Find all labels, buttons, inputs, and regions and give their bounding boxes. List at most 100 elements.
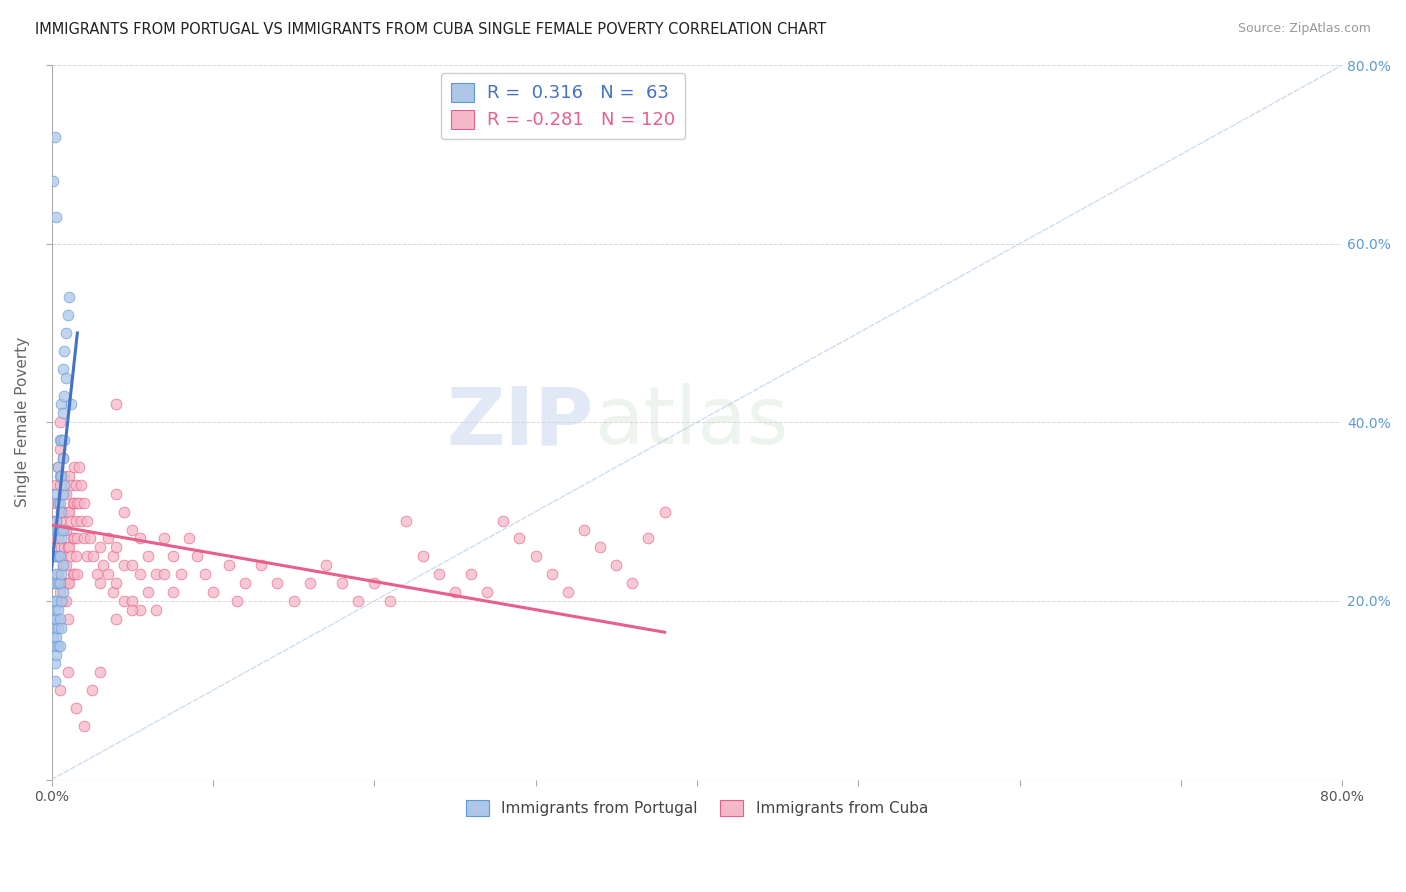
Point [412, 549, 434, 564]
Point [66, 496, 89, 510]
Point [330, 576, 353, 591]
Point [46, 460, 69, 475]
Point [42, 174, 65, 188]
Point [48, 576, 70, 591]
Point [51, 397, 73, 411]
Point [363, 576, 385, 591]
Point [53, 541, 76, 555]
Point [42, 514, 65, 528]
Point [444, 585, 467, 599]
Point [112, 594, 135, 608]
Point [59, 549, 82, 564]
Point [48, 434, 70, 448]
Point [55, 558, 77, 573]
Point [45, 549, 67, 564]
Point [621, 576, 644, 591]
Point [45, 648, 67, 662]
Point [48, 469, 70, 483]
Point [572, 523, 595, 537]
Point [53, 505, 76, 519]
Point [48, 514, 70, 528]
Text: IMMIGRANTS FROM PORTUGAL VS IMMIGRANTS FROM CUBA SINGLE FEMALE POVERTY CORRELATI: IMMIGRANTS FROM PORTUGAL VS IMMIGRANTS F… [35, 22, 827, 37]
Point [73, 532, 96, 546]
Point [55, 487, 77, 501]
Point [62, 496, 84, 510]
Point [73, 496, 96, 510]
Point [73, 719, 96, 733]
Point [55, 370, 77, 384]
Point [105, 612, 128, 626]
Point [460, 567, 482, 582]
Point [44, 621, 66, 635]
Point [45, 594, 67, 608]
Point [66, 567, 89, 582]
Point [44, 576, 66, 591]
Point [52, 487, 75, 501]
Point [48, 478, 70, 492]
Point [105, 541, 128, 555]
Point [51, 576, 73, 591]
Point [89, 665, 111, 680]
Point [48, 585, 70, 599]
Point [48, 442, 70, 457]
Point [63, 532, 86, 546]
Point [186, 549, 208, 564]
Point [121, 594, 143, 608]
Point [162, 585, 184, 599]
Point [53, 576, 76, 591]
Point [56, 505, 79, 519]
Point [129, 603, 152, 617]
Point [58, 469, 80, 483]
Point [48, 639, 70, 653]
Point [52, 558, 75, 573]
Point [112, 505, 135, 519]
Point [51, 469, 73, 483]
Legend: Immigrants from Portugal, Immigrants from Cuba: Immigrants from Portugal, Immigrants fro… [457, 790, 936, 826]
Point [48, 415, 70, 429]
Point [233, 576, 256, 591]
Point [44, 549, 66, 564]
Point [59, 478, 82, 492]
Point [121, 558, 143, 573]
Point [101, 585, 124, 599]
Point [51, 505, 73, 519]
Point [194, 567, 217, 582]
Point [201, 585, 224, 599]
Point [226, 594, 249, 608]
Point [65, 701, 87, 715]
Point [59, 514, 82, 528]
Point [56, 576, 79, 591]
Point [52, 361, 75, 376]
Point [427, 567, 450, 582]
Point [112, 558, 135, 573]
Point [63, 460, 86, 475]
Point [56, 541, 79, 555]
Point [45, 630, 67, 644]
Point [65, 478, 87, 492]
Point [169, 567, 191, 582]
Point [557, 585, 579, 599]
Point [44, 523, 66, 537]
Point [45, 478, 67, 492]
Point [395, 514, 418, 528]
Point [347, 594, 370, 608]
Point [136, 549, 159, 564]
Point [44, 639, 66, 653]
Point [121, 603, 143, 617]
Point [105, 576, 128, 591]
Point [58, 541, 80, 555]
Point [76, 549, 98, 564]
Point [55, 326, 77, 340]
Point [97, 567, 120, 582]
Point [52, 523, 75, 537]
Point [46, 460, 69, 475]
Point [45, 514, 67, 528]
Point [44, 496, 66, 510]
Point [145, 567, 167, 582]
Point [48, 612, 70, 626]
Point [56, 612, 79, 626]
Point [52, 451, 75, 466]
Point [45, 514, 67, 528]
Point [62, 567, 84, 582]
Point [44, 674, 66, 689]
